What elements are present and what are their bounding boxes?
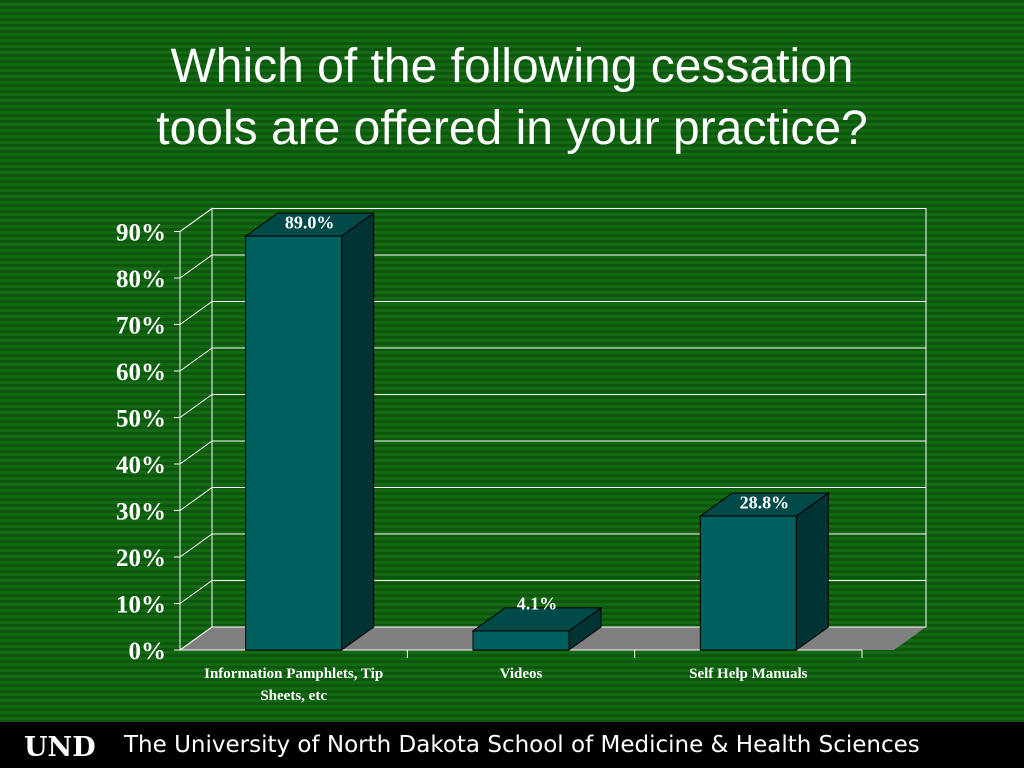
gridline-side: [179, 580, 213, 604]
y-tick-label: 50%: [116, 406, 166, 433]
footer-bar: UND The University of North Dakota Schoo…: [0, 722, 1024, 768]
bar-side: [341, 212, 375, 651]
und-logo-text: UND: [24, 732, 96, 760]
slide-title: Which of the following cessation tools a…: [60, 36, 964, 160]
title-line-1: Which of the following cessation: [170, 40, 854, 93]
data-label: 28.8%: [740, 493, 790, 513]
und-logo: UND: [24, 732, 96, 760]
data-label: 89.0%: [285, 213, 335, 233]
y-tick-label: 0%: [129, 638, 167, 665]
gridline-side: [179, 347, 213, 372]
bar: [471, 606, 603, 651]
data-label: 4.1%: [517, 593, 558, 613]
y-tick-label: 80%: [116, 266, 166, 293]
gridline-side: [179, 301, 213, 325]
gridline-side: [179, 208, 213, 232]
gridline-side: [179, 626, 213, 651]
bar-front: [245, 235, 343, 651]
gridline-side: [179, 440, 213, 465]
y-tick-label: 90%: [116, 220, 166, 247]
gridline-side: [179, 487, 213, 511]
title-line-2: tools are offered in your practice?: [156, 102, 868, 155]
bar-side: [795, 492, 829, 651]
x-tick-label: Sheets, etc: [260, 688, 327, 704]
y-tick-label: 40%: [116, 452, 166, 479]
y-tick-label: 60%: [116, 359, 166, 386]
x-tick-label: Videos: [500, 666, 543, 682]
x-tick-label: Self Help Manuals: [689, 666, 808, 682]
y-tick-label: 10%: [116, 592, 166, 619]
bar: [244, 212, 376, 651]
x-tick-label: Information Pamphlets, Tip: [204, 666, 383, 682]
bar-front: [699, 515, 797, 651]
bar: [698, 492, 830, 651]
bar-chart: 0% 10% 20% 30% 40% 50% 60% 70% 80% 90% 89.0% Inform…: [116, 207, 927, 704]
gridline-side: [179, 254, 213, 279]
gridline-side: [179, 394, 213, 418]
bar-front: [472, 630, 570, 651]
gridline-side: [179, 533, 213, 558]
y-tick-label: 30%: [116, 499, 166, 526]
y-tick-label: 20%: [116, 545, 166, 572]
y-tick-label: 70%: [116, 313, 166, 340]
footer-institution: The University of North Dakota School of…: [124, 732, 920, 758]
